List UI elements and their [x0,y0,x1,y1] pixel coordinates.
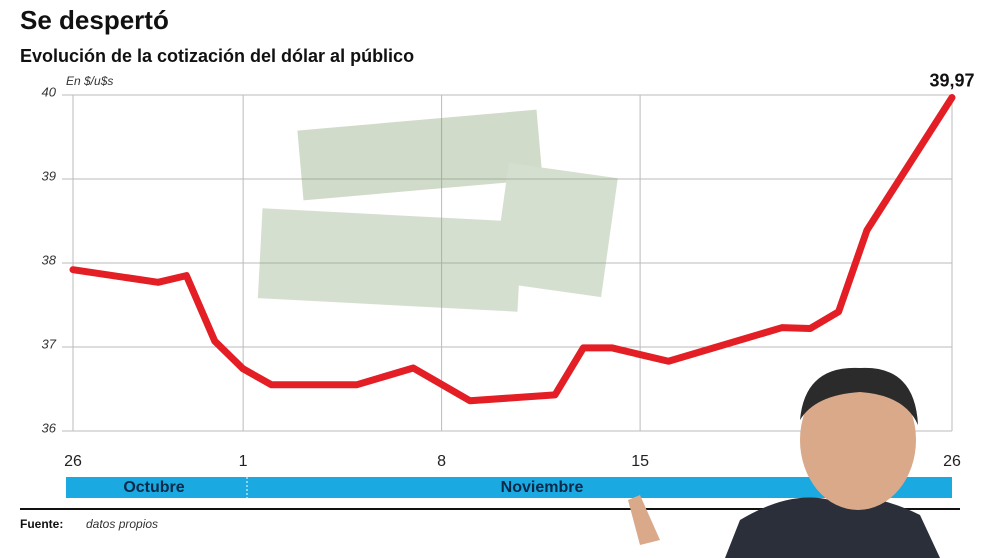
y-tick-label: 37 [42,336,57,351]
y-axis-label: En $/u$s [66,74,113,88]
source-label: Fuente: [20,517,63,531]
x-tick-label: 26 [943,453,961,470]
x-tick-label: 26 [64,453,82,470]
data-label: 39,97 [929,70,974,90]
month-label: Octubre [123,479,184,496]
chart-subtitle: Evolución de la cotización del dólar al … [20,46,414,66]
chart-title: Se despertó [20,5,169,35]
y-tick-label: 39 [42,168,56,183]
person-photo [628,367,940,558]
y-tick-label: 40 [42,84,57,99]
y-tick-label: 36 [42,420,57,435]
month-band [66,477,952,498]
money-illustration [257,109,618,312]
x-tick-label: 15 [631,453,649,470]
data-line [69,94,956,405]
y-tick-label: 38 [42,252,57,267]
x-tick-label: 1 [239,453,248,470]
x-tick-label: 8 [437,453,446,470]
month-label: Noviembre [501,479,584,496]
source-text: datos propios [86,517,158,531]
